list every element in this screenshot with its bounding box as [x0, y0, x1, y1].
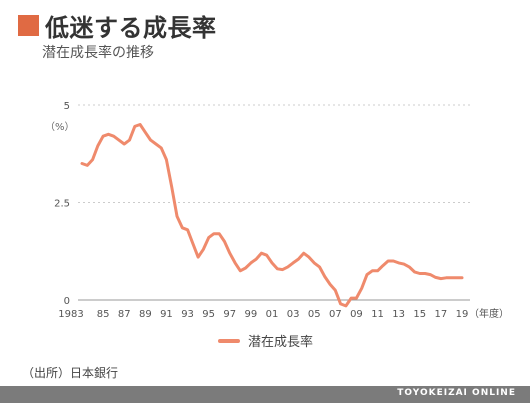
x-tick-label: 01 [266, 309, 279, 320]
x-tick-label: 91 [160, 309, 173, 320]
legend-label: 潜在成長率 [248, 335, 314, 350]
x-tick-label: 05 [308, 309, 321, 320]
x-axis-unit-label: （年度） [469, 307, 509, 320]
title-row: 低迷する成長率 [18, 8, 217, 42]
x-tick-label: 87 [118, 309, 131, 320]
y-tick-label: 5 [64, 101, 70, 112]
chart-subtitle: 潜在成長率の推移 [42, 45, 154, 61]
x-tick-label: 15 [413, 309, 426, 320]
x-tick-label: 89 [139, 309, 152, 320]
x-tick-label: 07 [329, 309, 342, 320]
legend-swatch [218, 338, 240, 343]
y-tick-labels: 02.55 [54, 101, 70, 307]
x-tick-label: 13 [392, 309, 405, 320]
x-tick-label: 85 [97, 309, 110, 320]
x-tick-labels: 1983 85 87 89 91 93 95 97 99 01 03 05 07 09 11 13 15 17 19… [58, 307, 509, 320]
x-tick-label: 11 [371, 309, 384, 320]
x-tick-label: 17 [435, 309, 448, 320]
grid-lines [78, 104, 470, 301]
x-tick-label: 97 [223, 309, 236, 320]
x-tick-label: 99 [245, 309, 258, 320]
footer-bar: TOYOKEIZAI ONLINE [0, 386, 530, 403]
x-tick-label: 93 [181, 309, 194, 320]
brand-label: TOYOKEIZAI ONLINE [397, 388, 516, 398]
legend: 潜在成長率 [218, 331, 313, 350]
x-tick-label: 19 [456, 309, 469, 320]
x-tick-label: 95 [202, 309, 215, 320]
y-axis-unit-label: （%） [45, 122, 75, 133]
y-tick-label: 0 [64, 296, 70, 307]
page-title: 低迷する成長率 [45, 13, 217, 42]
x-tick-label: 09 [350, 309, 363, 320]
x-tick-label: 03 [287, 309, 300, 320]
source-note: （出所）日本銀行 [22, 366, 119, 380]
x-tick-label: 1983 [58, 309, 83, 320]
series-lines [80, 123, 464, 308]
series-line [80, 123, 464, 308]
y-tick-label: 2.5 [54, 199, 70, 210]
title-marker [18, 14, 39, 36]
